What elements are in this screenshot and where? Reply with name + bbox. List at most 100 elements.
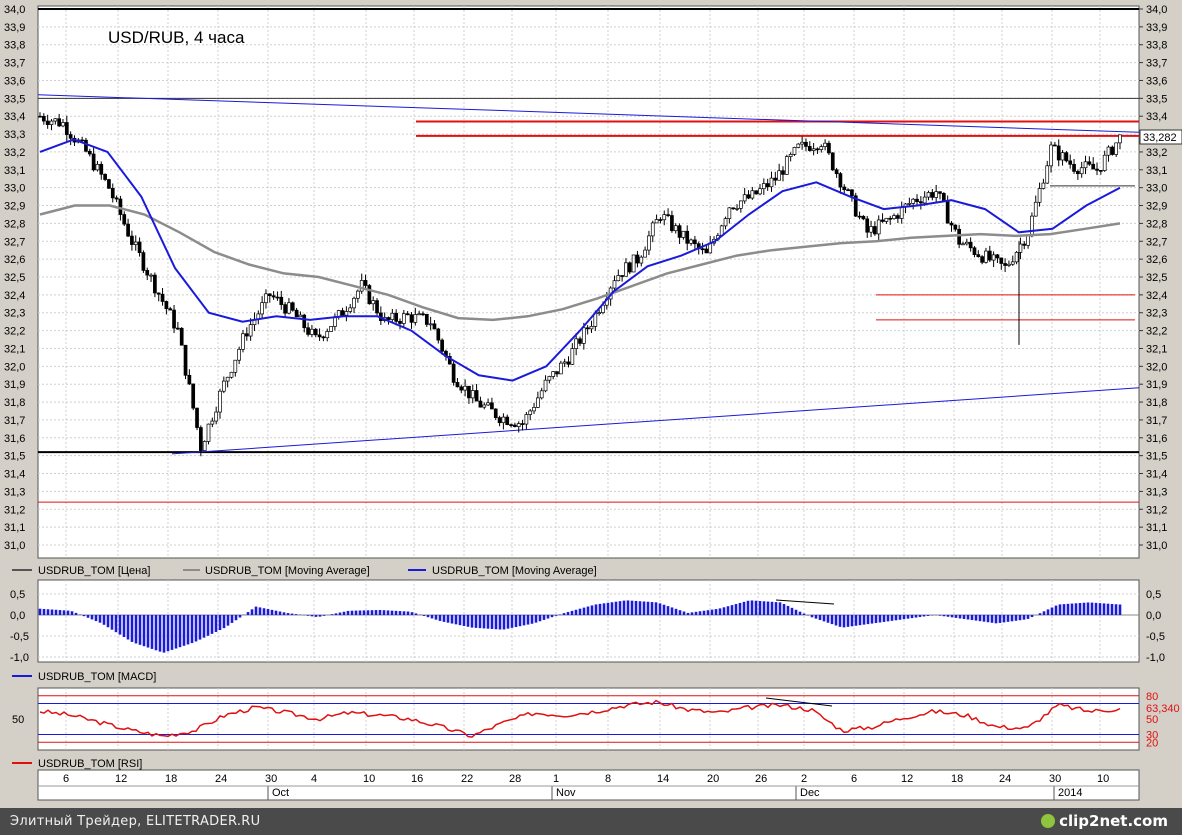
- price-tick-left: 32,4: [4, 290, 25, 302]
- price-tick-left: 32,3: [4, 308, 25, 320]
- date-tick-label: 6: [63, 773, 69, 785]
- macd-tick-left: -1,0: [10, 652, 29, 664]
- price-tick-right: 33,9: [1146, 22, 1167, 34]
- price-bar-body: [130, 235, 134, 245]
- price-bar-body: [811, 148, 816, 151]
- price-bar-body: [589, 326, 594, 330]
- price-tick-left: 33,1: [4, 165, 25, 177]
- price-bar-body: [1110, 146, 1115, 155]
- price-bar-body: [1033, 201, 1038, 217]
- price-bar-body: [49, 120, 54, 125]
- date-tick-label: 28: [509, 773, 521, 785]
- price-bar-body: [723, 218, 728, 227]
- price-bar-body: [961, 243, 965, 246]
- month-label: Oct: [272, 787, 289, 799]
- price-bar-body: [413, 314, 418, 323]
- price-bar-body: [516, 423, 521, 428]
- price-bar-body: [735, 207, 739, 210]
- price-bar-body: [153, 274, 157, 294]
- price-bar-body: [356, 290, 360, 299]
- price-bar-body: [1106, 146, 1111, 156]
- price-bar-body: [984, 250, 988, 263]
- price-bar-body: [459, 386, 464, 391]
- price-bar-body: [562, 361, 567, 364]
- price-bar-body: [769, 177, 774, 188]
- date-tick-label: 12: [901, 773, 913, 785]
- price-tick-right: 33,4: [1146, 111, 1167, 123]
- price-bar-body: [624, 262, 628, 277]
- price-bar-body: [137, 241, 142, 253]
- price-bar-body: [543, 379, 548, 392]
- price-bar-body: [455, 382, 460, 388]
- rsi-last-value-label: 63,340: [1146, 703, 1180, 715]
- price-tick-left: 33,9: [4, 22, 25, 34]
- price-bar-body: [1053, 144, 1057, 147]
- ma-slow-line: [39, 204, 1121, 322]
- price-bar-body: [815, 148, 820, 151]
- price-tick-left: 33,6: [4, 75, 25, 87]
- price-bar-body: [486, 402, 490, 406]
- price-bar-body: [482, 404, 487, 408]
- price-tick-right: 32,6: [1146, 254, 1167, 266]
- price-bar-body: [926, 192, 931, 198]
- price-bar-body: [474, 390, 479, 402]
- price-bar-body: [639, 256, 644, 264]
- price-bar-body: [861, 215, 866, 220]
- price-bar-body: [359, 280, 364, 292]
- price-bar-body: [267, 293, 272, 297]
- grid: [38, 6, 1139, 750]
- price-bar-body: [241, 333, 245, 350]
- price-bar-body: [742, 194, 747, 202]
- price-bar-body: [754, 190, 759, 195]
- rsi-right-tick: 50: [1146, 714, 1158, 726]
- price-bar-body: [880, 219, 885, 222]
- price-bar-body: [440, 339, 444, 352]
- price-tick-left: 33,3: [4, 129, 25, 141]
- price-bar-body: [892, 215, 896, 220]
- price-bar-body: [329, 326, 333, 332]
- price-bar-body: [417, 313, 421, 316]
- price-bar-body: [352, 297, 356, 309]
- price-bar-body: [421, 313, 425, 316]
- price-bar-body: [857, 215, 862, 218]
- price-tick-left: 31,7: [4, 415, 25, 427]
- macd-tick-right: 0,5: [1146, 589, 1161, 601]
- price-bar-body: [957, 228, 961, 245]
- price-bar-body: [310, 328, 314, 335]
- price-bar-body: [528, 410, 533, 415]
- price-bar-body: [172, 309, 176, 329]
- price-bar-body: [551, 371, 556, 377]
- price-bar-body: [53, 118, 58, 122]
- price-bar-body: [260, 302, 264, 315]
- price-bar-body: [781, 170, 785, 175]
- date-tick-label: 24: [215, 773, 227, 785]
- price-bar-body: [244, 333, 249, 337]
- price-bar-body: [976, 254, 981, 258]
- price-tick-left: 31,0: [4, 540, 25, 552]
- price-tick-left: 32,2: [4, 326, 25, 338]
- price-bar-body: [187, 374, 192, 385]
- date-tick-label: 22: [461, 773, 473, 785]
- price-bar-body: [616, 275, 621, 282]
- price-bar-body: [888, 217, 893, 220]
- logo-dot-icon: [1041, 814, 1056, 828]
- clip2net-logo[interactable]: clip2net.com: [1041, 812, 1168, 830]
- last-price-label: 33,282: [1143, 132, 1177, 144]
- price-bar-body: [133, 241, 138, 245]
- price-bar-body: [91, 153, 96, 171]
- price-bar-body: [964, 241, 969, 245]
- price-bar-body: [536, 397, 540, 408]
- price-bar-body: [168, 308, 173, 311]
- price-bar-body: [1114, 142, 1119, 155]
- price-bar-body: [1095, 168, 1099, 171]
- legend-rsi-label: USDRUB_TOM [RSI]: [38, 758, 142, 770]
- price-tick-right: 32,9: [1146, 201, 1167, 213]
- price-bar-body: [1056, 145, 1061, 161]
- price-bar-body: [287, 302, 291, 314]
- price-bar-body: [949, 222, 954, 226]
- price-tick-right: 33,0: [1146, 183, 1167, 195]
- date-tick-label: 20: [707, 773, 719, 785]
- legend-price-label: USDRUB_TOM [Цена]: [38, 565, 150, 577]
- price-tick-left: 32,1: [4, 343, 25, 355]
- price-bar-body: [210, 420, 215, 425]
